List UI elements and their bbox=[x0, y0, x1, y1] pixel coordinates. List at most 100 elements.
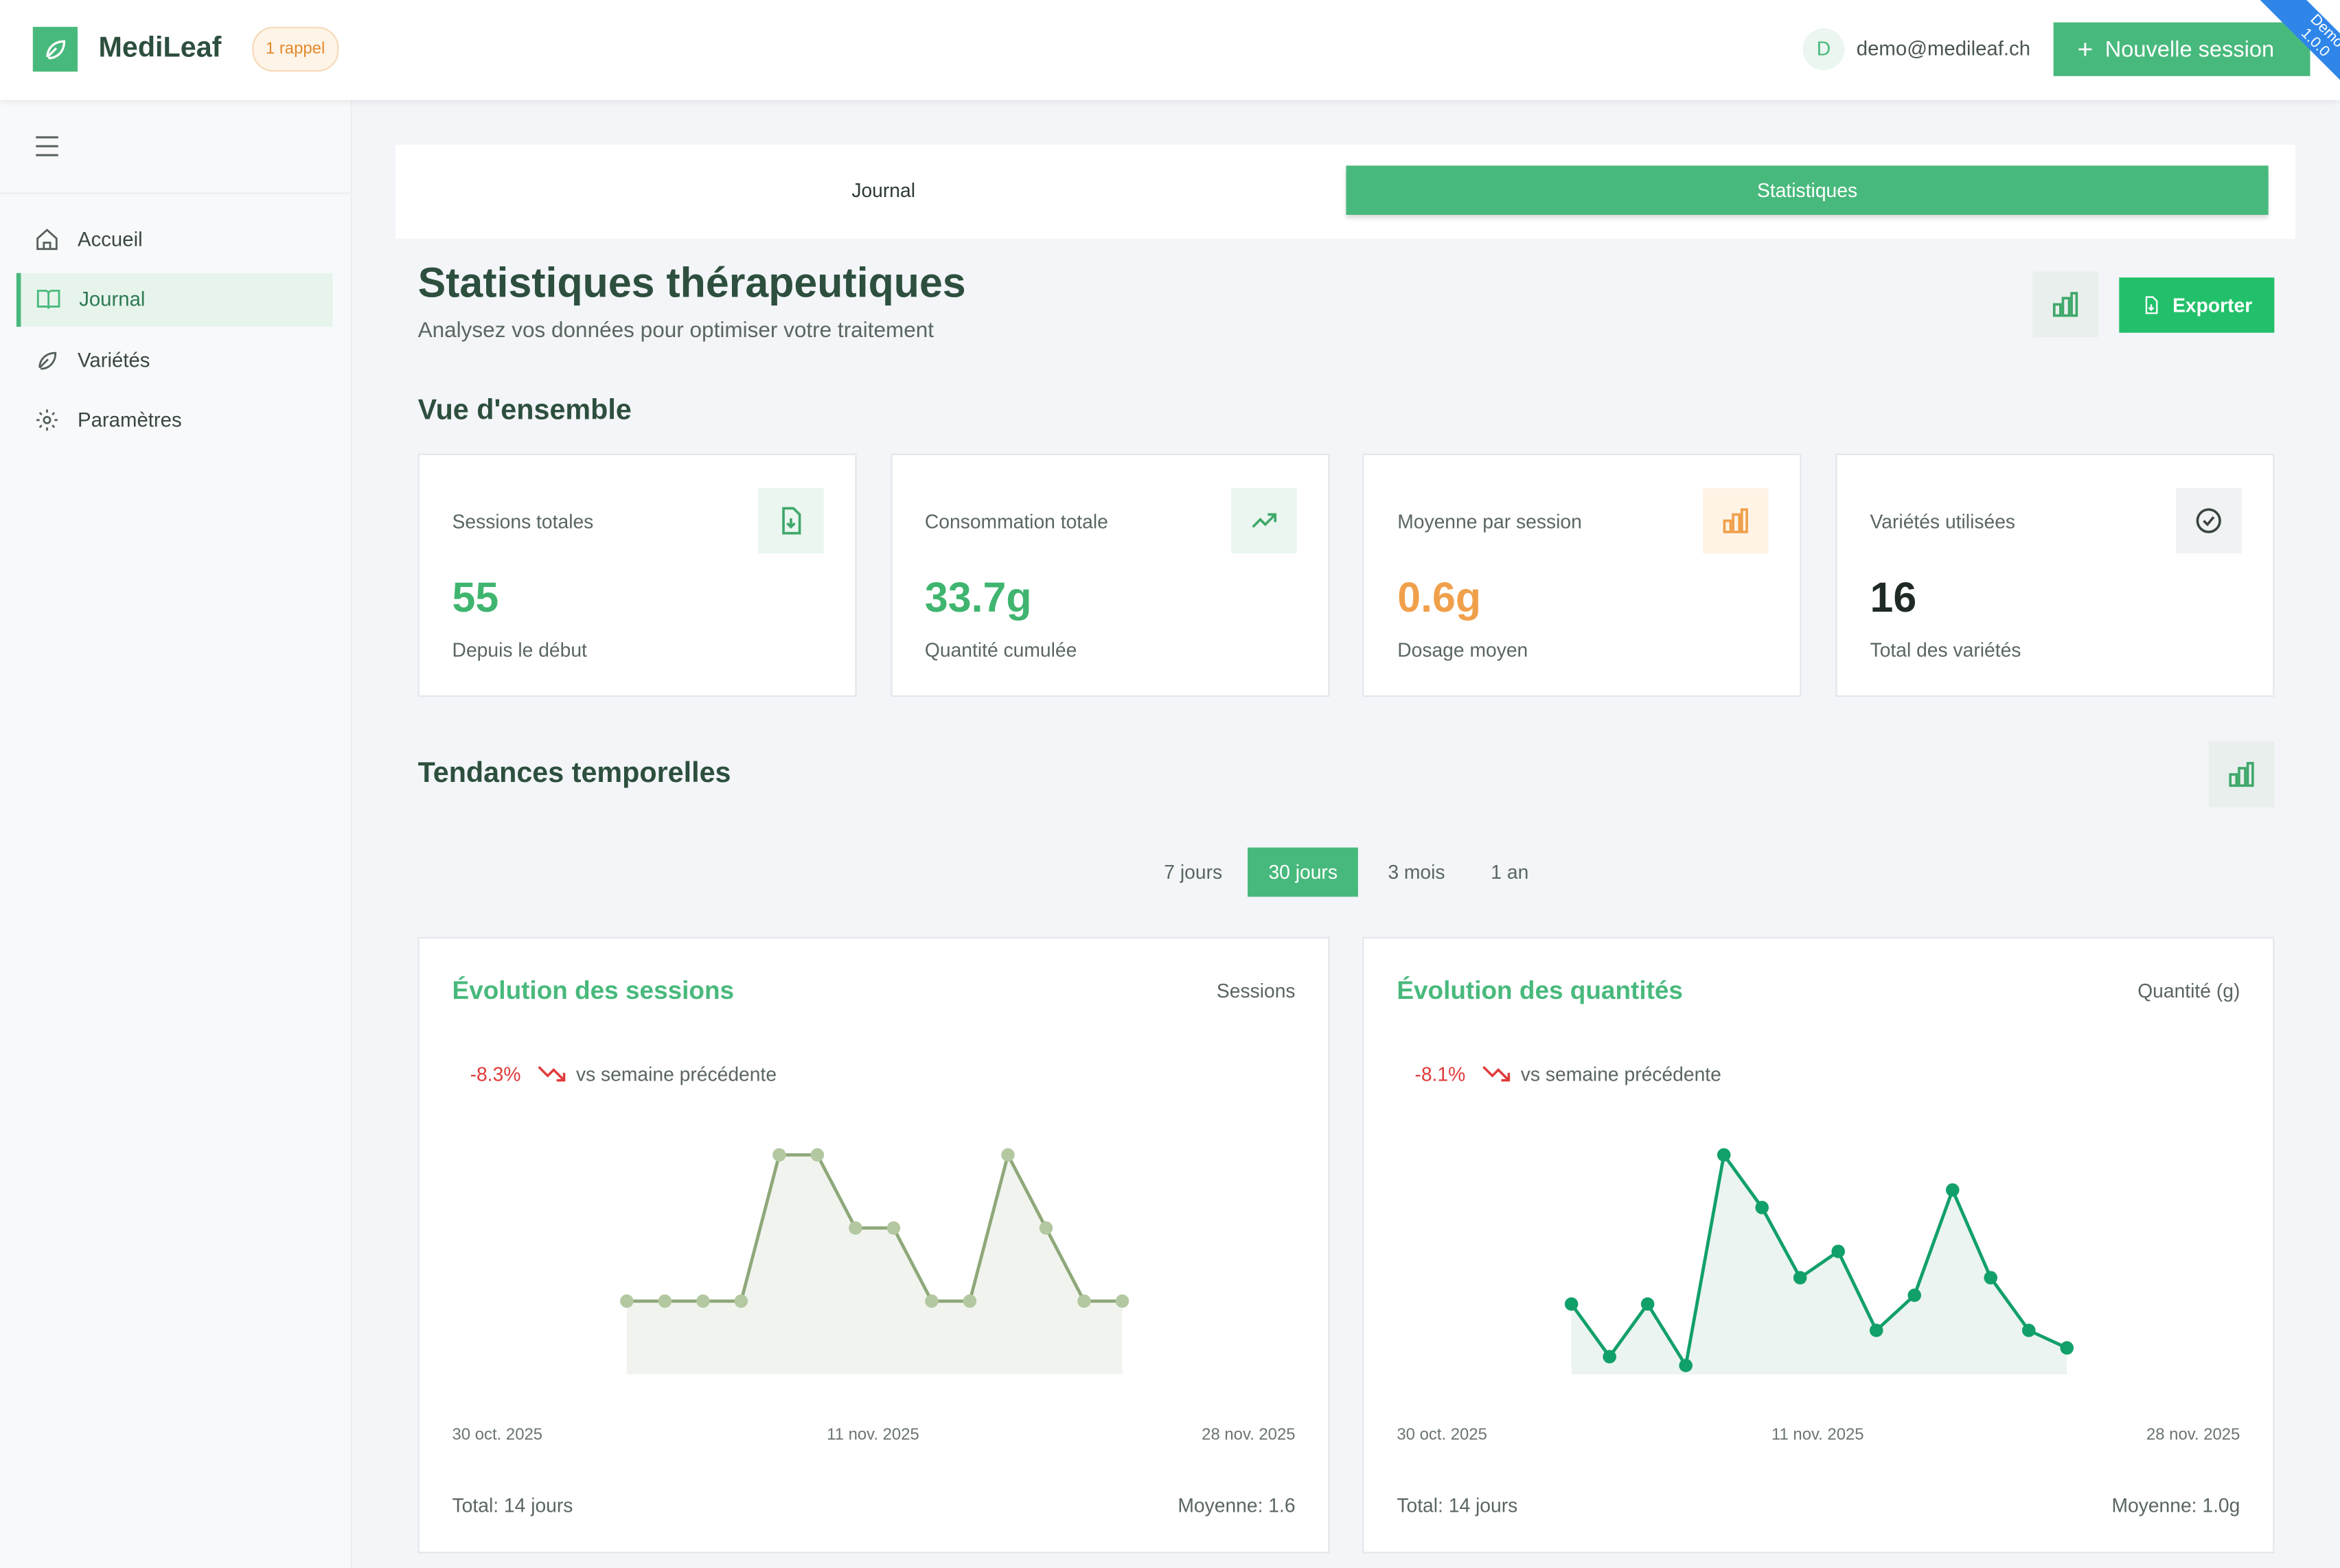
chart-view-button[interactable] bbox=[2208, 741, 2275, 807]
x-label: 28 nov. 2025 bbox=[2146, 1425, 2240, 1444]
new-session-button[interactable]: + Nouvelle session bbox=[2053, 22, 2310, 76]
x-label: 30 oct. 2025 bbox=[452, 1425, 543, 1444]
page-subtitle: Analysez vos données pour optimiser votr… bbox=[417, 319, 934, 343]
point bbox=[886, 1221, 901, 1235]
stat-card: Moyenne par session 0.6g Dosage moyen bbox=[1363, 453, 1802, 697]
stat-card: Consommation totale 33.7g Quantité cumulée bbox=[890, 453, 1329, 697]
chart-view-button[interactable] bbox=[2032, 271, 2098, 338]
stat-icon bbox=[758, 487, 824, 554]
nav-item[interactable]: Paramètres bbox=[16, 393, 333, 447]
stat-value: 55 bbox=[452, 574, 499, 621]
point bbox=[2060, 1341, 2074, 1355]
nav-item[interactable]: Accueil bbox=[16, 212, 333, 266]
chart-title: Évolution des quantités bbox=[1397, 976, 1683, 1004]
change-note: vs semaine précédente bbox=[576, 1063, 777, 1085]
point bbox=[1907, 1288, 1922, 1302]
page-title: Statistiques thérapeutiques bbox=[417, 260, 966, 306]
point bbox=[1603, 1350, 1616, 1363]
point bbox=[1077, 1294, 1091, 1308]
nav-item[interactable]: Variétés bbox=[16, 333, 333, 387]
menu-icon[interactable] bbox=[36, 136, 60, 157]
point bbox=[620, 1294, 634, 1308]
stat-note: Total des variétés bbox=[1870, 638, 2021, 661]
x-label: 28 nov. 2025 bbox=[1202, 1425, 1295, 1444]
point bbox=[1984, 1271, 1998, 1284]
period-button[interactable]: 30 jours bbox=[1248, 847, 1359, 897]
stat-icon bbox=[1703, 487, 1769, 554]
period-button[interactable]: 1 an bbox=[1491, 861, 1529, 884]
point bbox=[1869, 1324, 1883, 1337]
chart-title: Évolution des sessions bbox=[452, 976, 735, 1004]
unit-label: Sessions bbox=[1217, 980, 1296, 1002]
point bbox=[1945, 1183, 1960, 1197]
point bbox=[925, 1294, 939, 1308]
stat-label: Variétés utilisées bbox=[1870, 510, 2016, 533]
point bbox=[1115, 1294, 1129, 1308]
point bbox=[1564, 1297, 1579, 1311]
chart-card: Évolution des sessions Sessions -8.3% vs se… bbox=[417, 936, 1330, 1554]
nav-label: Accueil bbox=[78, 227, 143, 251]
stat-note: Dosage moyen bbox=[1397, 638, 1528, 661]
nav-label: Variétés bbox=[78, 348, 150, 371]
point bbox=[1793, 1271, 1807, 1284]
trend-down-icon bbox=[538, 1065, 566, 1082]
x-label: 30 oct. 2025 bbox=[1397, 1425, 1487, 1444]
divider bbox=[0, 192, 351, 194]
nav-label: Paramètres bbox=[78, 408, 182, 432]
brand: MediLeaf bbox=[98, 32, 222, 65]
period-button[interactable]: 7 jours bbox=[1164, 861, 1223, 884]
nav-item[interactable]: Journal bbox=[16, 272, 333, 326]
stat-value: 16 bbox=[1870, 574, 1917, 621]
change-note: vs semaine précédente bbox=[1521, 1063, 1721, 1085]
chart: Évolution des sessions Sessions -8.3% vs se… bbox=[452, 976, 1296, 1517]
line bbox=[1570, 1151, 2068, 1370]
footer-total: Total: 14 jours bbox=[452, 1495, 573, 1517]
footer-mean: Moyenne: 1.0g bbox=[2111, 1495, 2240, 1517]
chart: Évolution des quantités Quantité (g) -8.1%… bbox=[1397, 976, 2240, 1517]
point bbox=[1755, 1201, 1769, 1214]
stat-icon bbox=[2176, 487, 2242, 554]
header: MediLeaf 1 rappel D demo@medileaf.ch + No… bbox=[0, 0, 2340, 118]
point bbox=[963, 1294, 977, 1308]
change-value: -8.3% bbox=[470, 1063, 521, 1085]
stat-value: 0.6g bbox=[1397, 574, 1481, 621]
stat-value: 33.7g bbox=[924, 574, 1032, 621]
point bbox=[696, 1294, 710, 1308]
period-button[interactable]: 3 mois bbox=[1388, 861, 1445, 884]
point bbox=[1001, 1148, 1015, 1162]
tab[interactable]: Statistiques bbox=[1346, 165, 2269, 215]
button-label: Nouvelle session bbox=[2104, 36, 2275, 62]
tab-bar: Journal Statistiques bbox=[395, 144, 2295, 239]
point bbox=[1831, 1245, 1845, 1258]
logo[interactable] bbox=[32, 27, 78, 72]
change-value: -8.1% bbox=[1414, 1063, 1465, 1085]
x-label: 11 nov. 2025 bbox=[1771, 1425, 1864, 1444]
point bbox=[1679, 1359, 1693, 1372]
reminder-badge[interactable]: 1 rappel bbox=[252, 27, 339, 72]
trend-down-icon bbox=[1482, 1065, 1511, 1082]
footer-mean: Moyenne: 1.6 bbox=[1178, 1495, 1295, 1517]
stat-note: Quantité cumulée bbox=[924, 638, 1077, 661]
footer-total: Total: 14 jours bbox=[1397, 1495, 1517, 1517]
stat-note: Depuis le début bbox=[452, 638, 587, 661]
chart-card: Évolution des quantités Quantité (g) -8.1%… bbox=[1362, 936, 2275, 1554]
stat-card: Variétés utilisées 16 Total des variétés bbox=[1835, 453, 2275, 697]
section-title: Vue d'ensemble bbox=[417, 395, 632, 427]
point bbox=[1039, 1221, 1053, 1235]
avatar[interactable]: D bbox=[1802, 28, 1845, 71]
x-label: 11 nov. 2025 bbox=[827, 1425, 919, 1444]
point bbox=[734, 1294, 748, 1308]
unit-label: Quantité (g) bbox=[2137, 980, 2240, 1002]
point bbox=[1640, 1297, 1655, 1311]
tab[interactable]: Journal bbox=[851, 178, 916, 202]
stat-label: Moyenne par session bbox=[1397, 510, 1582, 533]
section-title: Tendances temporelles bbox=[417, 758, 731, 789]
point bbox=[849, 1221, 862, 1235]
point bbox=[810, 1148, 825, 1162]
user-email: demo@medileaf.ch bbox=[1856, 37, 2031, 60]
point bbox=[2021, 1324, 2036, 1337]
stat-label: Sessions totales bbox=[452, 510, 594, 533]
export-button[interactable]: Exporter bbox=[2119, 277, 2275, 333]
point bbox=[772, 1148, 786, 1162]
